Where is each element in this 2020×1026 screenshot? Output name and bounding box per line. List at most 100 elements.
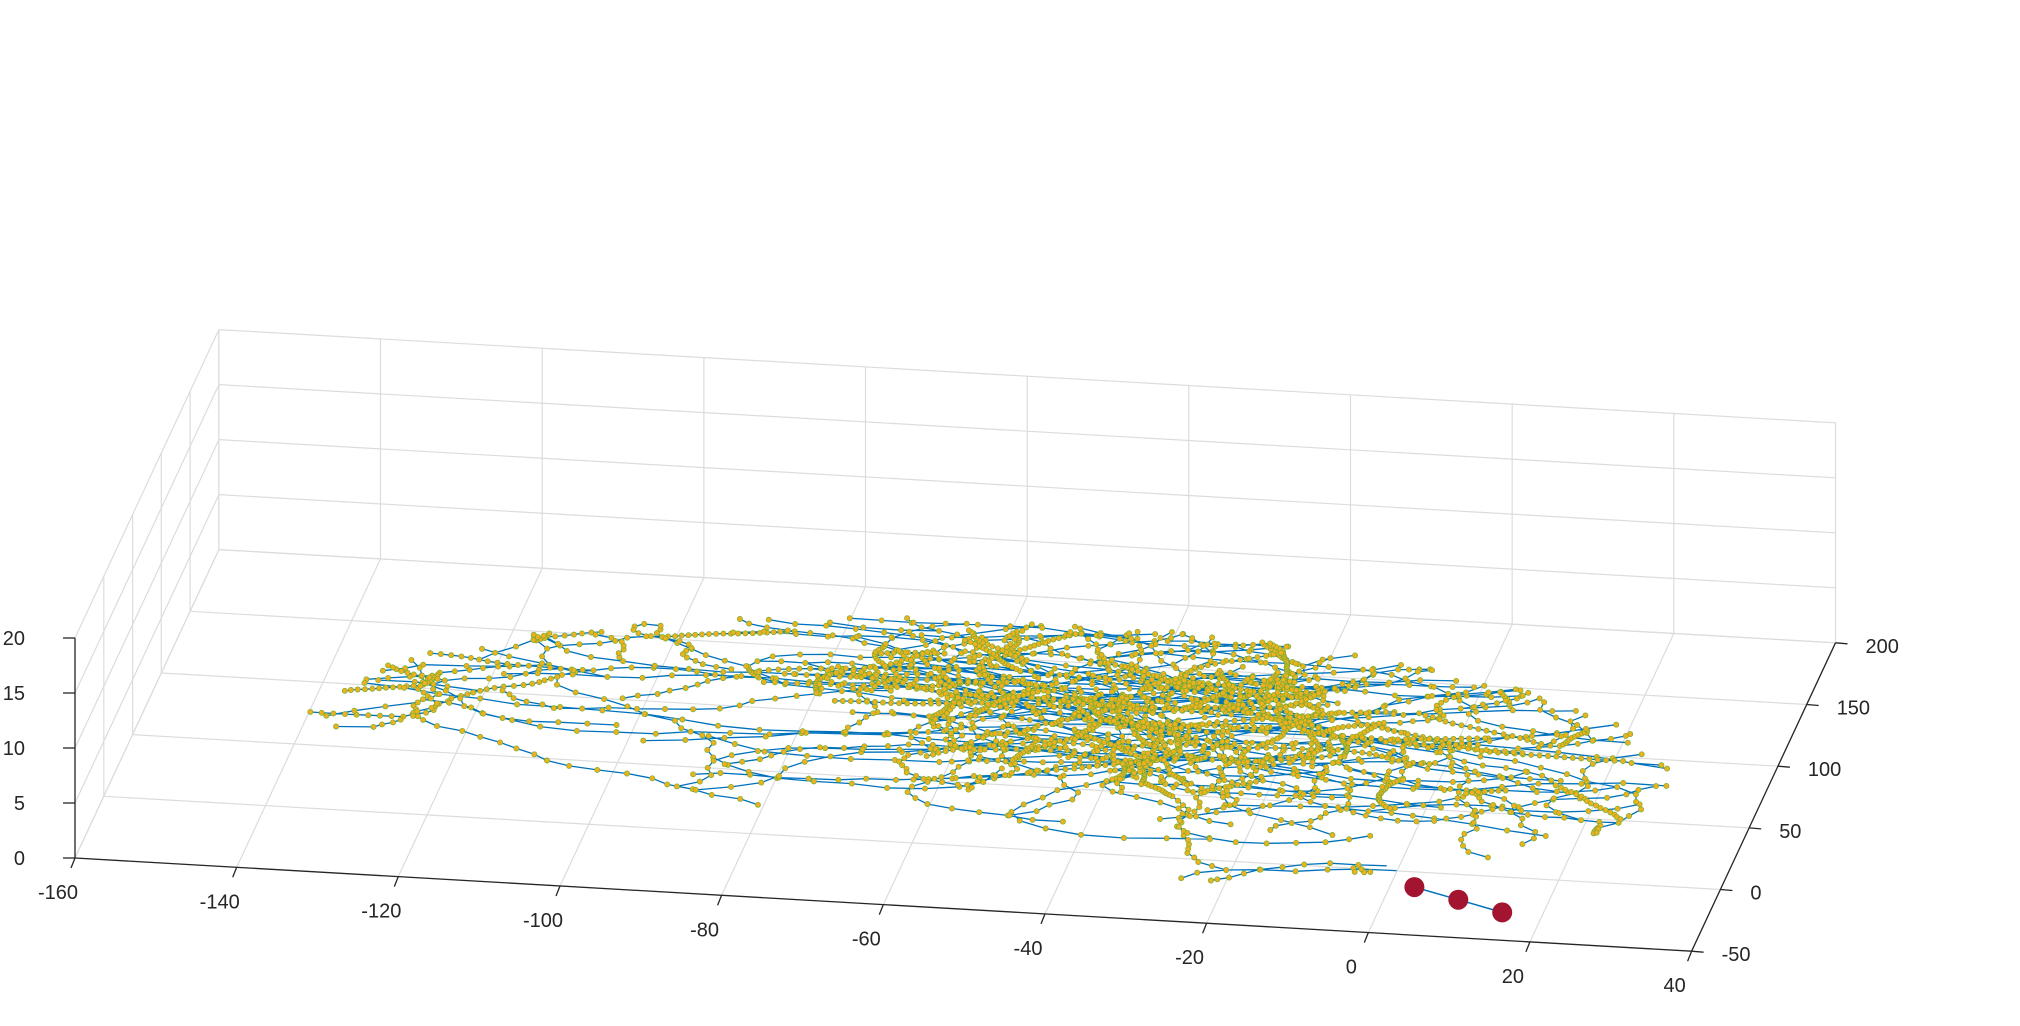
network-node bbox=[1277, 706, 1284, 712]
network-node bbox=[1134, 628, 1141, 635]
network-node bbox=[1016, 730, 1023, 737]
network-node bbox=[950, 716, 956, 723]
network-node bbox=[1440, 712, 1447, 719]
network-node bbox=[592, 631, 599, 638]
network-node bbox=[1633, 791, 1639, 798]
network-node bbox=[1158, 657, 1165, 664]
network-node bbox=[1158, 698, 1165, 705]
network-node bbox=[835, 663, 842, 670]
y-tick bbox=[1835, 642, 1848, 645]
network-node bbox=[1325, 664, 1332, 671]
network-node bbox=[1345, 800, 1352, 807]
network-node bbox=[888, 694, 895, 701]
network-node bbox=[927, 700, 934, 707]
network-node bbox=[1185, 806, 1192, 813]
network-node bbox=[1042, 639, 1049, 646]
network-node bbox=[1490, 801, 1497, 808]
network-node bbox=[1208, 674, 1215, 680]
network-node bbox=[692, 631, 699, 638]
x-tick-label: 20 bbox=[1502, 966, 1524, 988]
network-node bbox=[1368, 735, 1375, 742]
network-node bbox=[855, 698, 862, 705]
network-node bbox=[499, 715, 506, 721]
network-node bbox=[1205, 687, 1212, 694]
network-node bbox=[1378, 724, 1385, 731]
network-node bbox=[1594, 756, 1601, 763]
network-node bbox=[1035, 700, 1042, 707]
network-node bbox=[1267, 827, 1274, 833]
network-node bbox=[728, 783, 734, 790]
network-node bbox=[1270, 651, 1277, 658]
network-node bbox=[1236, 744, 1243, 751]
network-node bbox=[778, 658, 785, 665]
network-node bbox=[1344, 785, 1351, 792]
network-node bbox=[869, 675, 876, 682]
network-node bbox=[1311, 750, 1318, 757]
network-node bbox=[1063, 736, 1070, 743]
network-node bbox=[382, 703, 389, 710]
network-node bbox=[1250, 641, 1257, 648]
network-node bbox=[1164, 638, 1171, 645]
network-node bbox=[904, 615, 911, 622]
network-node bbox=[827, 651, 834, 658]
network-node bbox=[1147, 770, 1153, 777]
network-node bbox=[1267, 676, 1274, 683]
network-node bbox=[1493, 700, 1500, 707]
network-node bbox=[467, 654, 474, 661]
network-node bbox=[1219, 745, 1226, 752]
network-node bbox=[1347, 775, 1354, 782]
network-node bbox=[1079, 764, 1086, 771]
network-node bbox=[1410, 785, 1417, 792]
network-node bbox=[1305, 751, 1312, 758]
network-node bbox=[1585, 808, 1592, 815]
network-node bbox=[1433, 706, 1440, 713]
network-node bbox=[1099, 782, 1106, 789]
network-node bbox=[468, 704, 475, 711]
network-node bbox=[863, 775, 870, 782]
network-node bbox=[861, 665, 868, 672]
network-node bbox=[1257, 688, 1264, 694]
x-tick-label: -80 bbox=[690, 919, 719, 941]
network-node bbox=[888, 634, 895, 641]
network-node bbox=[955, 694, 961, 701]
network-node bbox=[664, 781, 671, 788]
network-node bbox=[1020, 801, 1027, 808]
network-node bbox=[975, 733, 981, 740]
y-tick-label: 100 bbox=[1808, 759, 1841, 781]
network-node bbox=[915, 723, 922, 730]
y-tick bbox=[1720, 888, 1733, 892]
network-node bbox=[885, 743, 891, 750]
network-node bbox=[912, 795, 919, 802]
network-node bbox=[1247, 810, 1254, 817]
network-node bbox=[1172, 676, 1179, 682]
network-node bbox=[941, 686, 948, 692]
network-node bbox=[796, 746, 803, 753]
network-node bbox=[550, 705, 557, 712]
network-node bbox=[573, 727, 580, 734]
network-node bbox=[1313, 683, 1320, 690]
network-node bbox=[1134, 667, 1141, 674]
network-node bbox=[491, 684, 498, 691]
network-node bbox=[1536, 752, 1543, 759]
network-node bbox=[1190, 789, 1196, 796]
network-node bbox=[1210, 650, 1217, 657]
network-node bbox=[1358, 722, 1365, 729]
network-node bbox=[613, 729, 620, 736]
network-node bbox=[1071, 726, 1078, 733]
network-node bbox=[1287, 714, 1294, 721]
network-node bbox=[1380, 703, 1387, 710]
network-node bbox=[1526, 775, 1533, 782]
network-node bbox=[557, 704, 564, 710]
network-node bbox=[1351, 722, 1358, 729]
network-node bbox=[1141, 694, 1148, 701]
network-node bbox=[683, 654, 690, 661]
network-node bbox=[1116, 635, 1123, 642]
network-node bbox=[1206, 818, 1213, 824]
x-axis-ticks: -160 -140 -120 -100 -80 -60 -40 -20 0 20 40 bbox=[38, 857, 1693, 997]
network-node bbox=[501, 670, 507, 677]
network-node bbox=[1158, 773, 1165, 780]
x-tick bbox=[393, 876, 399, 887]
network-node bbox=[988, 690, 995, 696]
network-node bbox=[967, 749, 974, 756]
network-node bbox=[1175, 679, 1182, 686]
